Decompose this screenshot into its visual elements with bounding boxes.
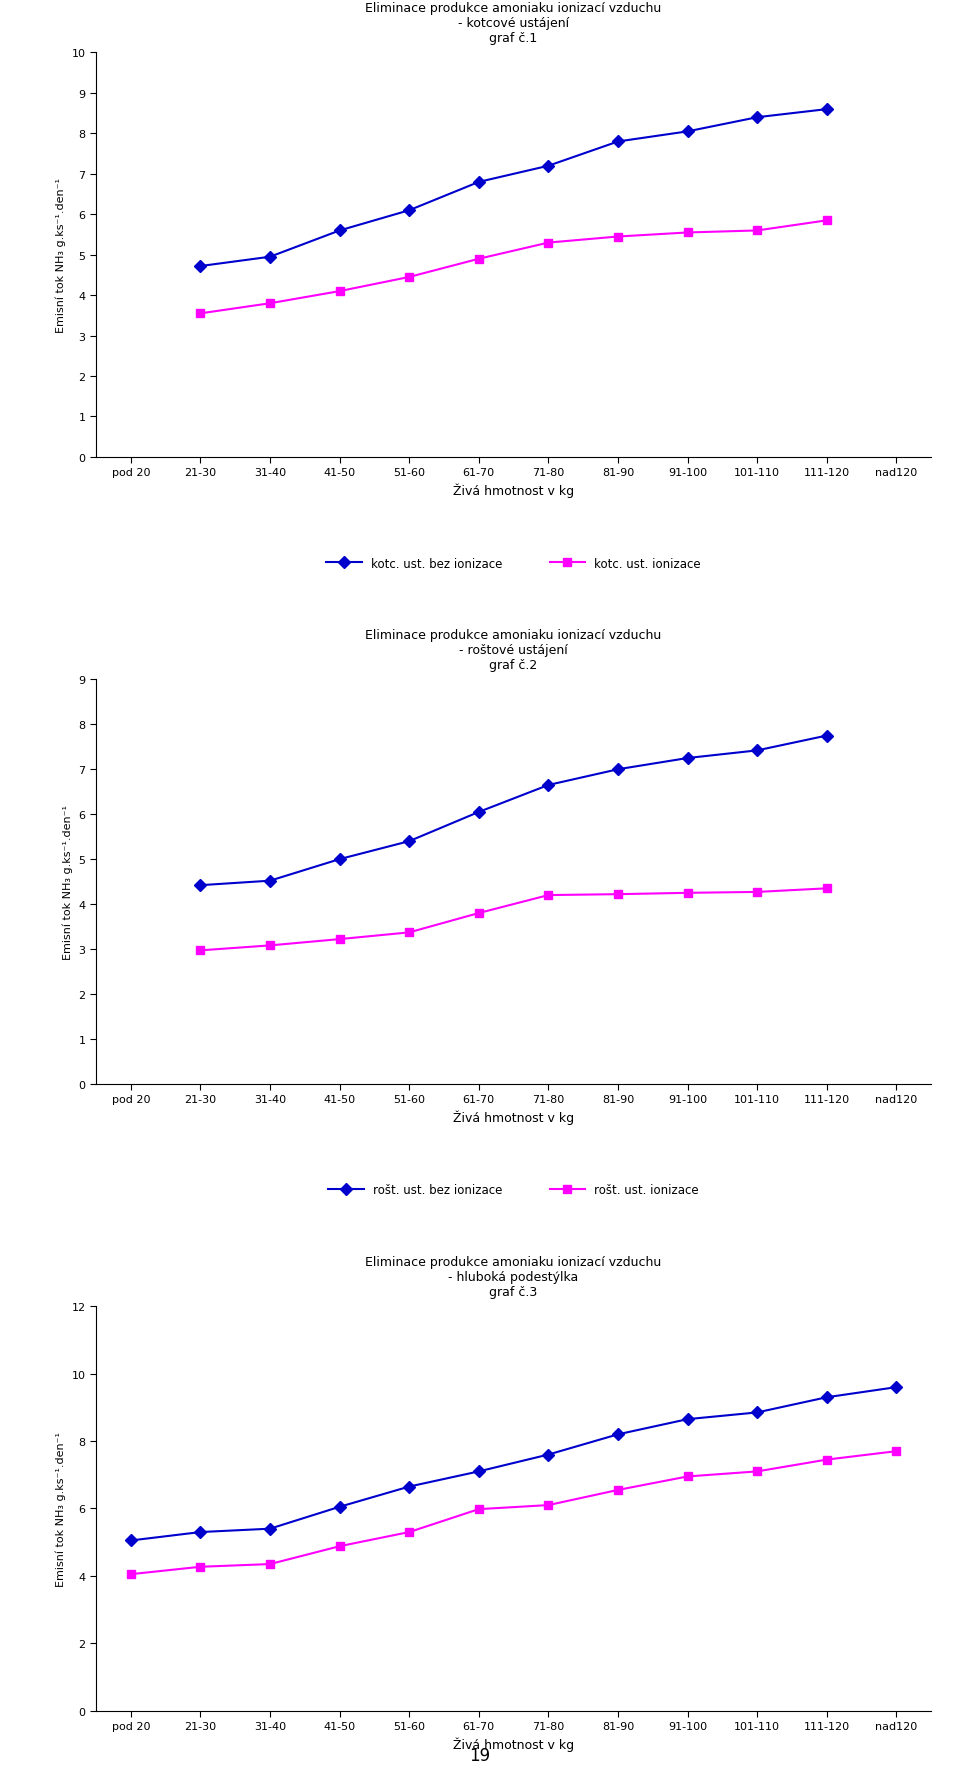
- rošt. ust. ionizace: [403, 921, 415, 943]
- hlub. pod. bez ionizace: [891, 1377, 902, 1399]
- rošt. ust. bez ionizace: [473, 802, 485, 823]
- kotc. ust. bez ionizace: [473, 173, 485, 194]
- Line: rošt. ust. ionizace: rošt. ust. ionizace: [196, 884, 831, 955]
- rošt. ust. ionizace: [195, 941, 206, 962]
- hlub. pod. bez ionizace: [403, 1475, 415, 1497]
- kotc. ust. ionizace: [821, 210, 832, 232]
- kotc. ust. ionizace: [542, 233, 554, 255]
- kotc. ust. ionizace: [473, 249, 485, 271]
- hlub. pod. bez ionizace: [752, 1402, 763, 1424]
- hlub. pod. ionizace: [821, 1449, 832, 1470]
- kotc. ust. ionizace: [264, 294, 276, 315]
- hlub. pod. ionizace: [125, 1563, 136, 1584]
- rošt. ust. bez ionizace: [264, 870, 276, 891]
- hlub. pod. ionizace: [473, 1499, 485, 1520]
- hlub. pod. ionizace: [195, 1556, 206, 1577]
- rošt. ust. ionizace: [612, 884, 624, 905]
- Line: hlub. pod. ionizace: hlub. pod. ionizace: [127, 1447, 900, 1579]
- rošt. ust. bez ionizace: [821, 725, 832, 747]
- hlub. pod. ionizace: [403, 1522, 415, 1543]
- kotc. ust. bez ionizace: [612, 132, 624, 153]
- rošt. ust. ionizace: [682, 882, 693, 903]
- kotc. ust. bez ionizace: [682, 121, 693, 143]
- rošt. ust. bez ionizace: [612, 759, 624, 781]
- kotc. ust. bez ionizace: [195, 257, 206, 278]
- hlub. pod. bez ionizace: [542, 1443, 554, 1465]
- Line: rošt. ust. bez ionizace: rošt. ust. bez ionizace: [196, 732, 831, 889]
- hlub. pod. bez ionizace: [195, 1522, 206, 1543]
- Line: kotc. ust. ionizace: kotc. ust. ionizace: [196, 217, 831, 319]
- Title: Eliminace produkce amoniaku ionizací vzduchu
- kotcové ustájení
graf č.1: Eliminace produkce amoniaku ionizací vzd…: [366, 2, 661, 45]
- hlub. pod. ionizace: [891, 1440, 902, 1461]
- Legend: rošt. ust. bez ionizace, rošt. ust. ionizace: rošt. ust. bez ionizace, rošt. ust. ioni…: [324, 1180, 704, 1201]
- kotc. ust. ionizace: [682, 223, 693, 244]
- kotc. ust. bez ionizace: [542, 157, 554, 178]
- hlub. pod. bez ionizace: [125, 1531, 136, 1552]
- hlub. pod. bez ionizace: [473, 1461, 485, 1483]
- hlub. pod. bez ionizace: [334, 1497, 346, 1518]
- rošt. ust. ionizace: [752, 882, 763, 903]
- X-axis label: Živá hmotnost v kg: Živá hmotnost v kg: [453, 483, 574, 499]
- rošt. ust. bez ionizace: [752, 740, 763, 761]
- Y-axis label: Emisní tok NH₃ g.ks⁻¹.den⁻¹: Emisní tok NH₃ g.ks⁻¹.den⁻¹: [56, 1431, 66, 1586]
- kotc. ust. ionizace: [334, 282, 346, 303]
- Y-axis label: Emisní tok NH₃ g.ks⁻¹.den⁻¹: Emisní tok NH₃ g.ks⁻¹.den⁻¹: [62, 805, 73, 959]
- kotc. ust. ionizace: [195, 303, 206, 324]
- kotc. ust. ionizace: [403, 267, 415, 289]
- hlub. pod. ionizace: [612, 1479, 624, 1500]
- Y-axis label: Emisní tok NH₃ g.ks⁻¹.den⁻¹: Emisní tok NH₃ g.ks⁻¹.den⁻¹: [56, 178, 66, 333]
- kotc. ust. bez ionizace: [403, 200, 415, 221]
- Line: hlub. pod. bez ionizace: hlub. pod. bez ionizace: [127, 1383, 900, 1545]
- kotc. ust. bez ionizace: [752, 107, 763, 128]
- Line: kotc. ust. bez ionizace: kotc. ust. bez ionizace: [196, 105, 831, 271]
- kotc. ust. ionizace: [752, 221, 763, 242]
- kotc. ust. bez ionizace: [264, 248, 276, 269]
- rošt. ust. ionizace: [264, 936, 276, 957]
- Title: Eliminace produkce amoniaku ionizací vzduchu
- hluboká podestýlka
graf č.3: Eliminace produkce amoniaku ionizací vzd…: [366, 1256, 661, 1299]
- hlub. pod. ionizace: [264, 1554, 276, 1575]
- rošt. ust. bez ionizace: [403, 830, 415, 852]
- Title: Eliminace produkce amoniaku ionizací vzduchu
- roštové ustájení
graf č.2: Eliminace produkce amoniaku ionizací vzd…: [366, 629, 661, 672]
- kotc. ust. ionizace: [612, 226, 624, 248]
- X-axis label: Živá hmotnost v kg: Živá hmotnost v kg: [453, 1737, 574, 1752]
- hlub. pod. ionizace: [752, 1461, 763, 1483]
- hlub. pod. ionizace: [334, 1536, 346, 1557]
- hlub. pod. bez ionizace: [682, 1408, 693, 1429]
- kotc. ust. bez ionizace: [334, 221, 346, 242]
- Legend: kotc. ust. bez ionizace, kotc. ust. ionizace: kotc. ust. bez ionizace, kotc. ust. ioni…: [322, 552, 706, 576]
- rošt. ust. ionizace: [542, 886, 554, 907]
- hlub. pod. ionizace: [542, 1495, 554, 1516]
- rošt. ust. bez ionizace: [334, 848, 346, 870]
- rošt. ust. ionizace: [821, 879, 832, 900]
- X-axis label: Živá hmotnost v kg: Živá hmotnost v kg: [453, 1110, 574, 1124]
- rošt. ust. ionizace: [473, 903, 485, 925]
- rošt. ust. bez ionizace: [195, 875, 206, 896]
- hlub. pod. bez ionizace: [821, 1386, 832, 1408]
- kotc. ust. bez ionizace: [821, 100, 832, 121]
- hlub. pod. bez ionizace: [264, 1518, 276, 1540]
- hlub. pod. bez ionizace: [612, 1424, 624, 1445]
- rošt. ust. bez ionizace: [682, 748, 693, 770]
- hlub. pod. ionizace: [682, 1467, 693, 1488]
- Text: 19: 19: [469, 1746, 491, 1764]
- rošt. ust. bez ionizace: [542, 775, 554, 797]
- rošt. ust. ionizace: [334, 928, 346, 950]
